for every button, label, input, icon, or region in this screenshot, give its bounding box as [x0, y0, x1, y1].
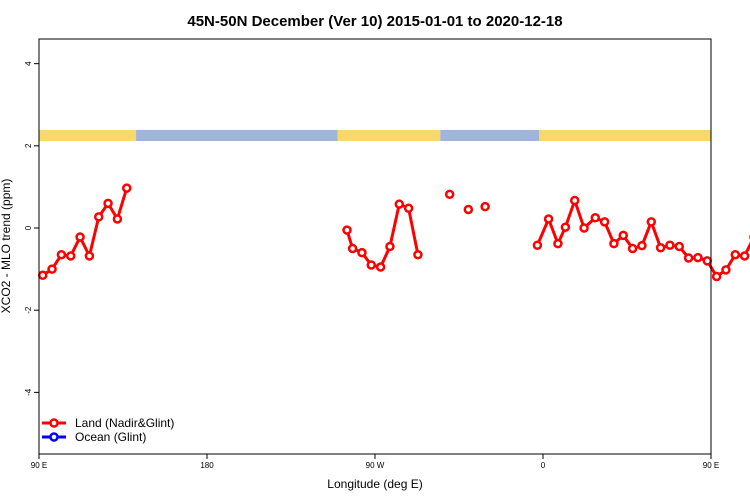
data-point [609, 238, 619, 249]
x-tick-label: 0 [541, 461, 546, 470]
y-tick-label: 2 [24, 143, 33, 148]
data-point [618, 230, 629, 241]
data-point [93, 212, 104, 222]
x-tick-label: 90 W [366, 461, 385, 470]
data-point [75, 232, 85, 242]
data-point [403, 203, 414, 214]
strip-land [539, 130, 711, 141]
data-point [366, 260, 377, 270]
legend: Land (Nadir&Glint)Ocean (Glint) [42, 416, 174, 444]
legend-swatch-marker [49, 418, 59, 428]
data-point [385, 241, 395, 252]
strip-ocean [136, 130, 338, 141]
data-point [599, 217, 610, 227]
data-point [637, 240, 647, 251]
data-point [532, 240, 543, 251]
data-point [739, 251, 750, 261]
data-point [579, 223, 589, 233]
data-point [730, 249, 741, 260]
data-point [37, 270, 48, 281]
data-point [480, 201, 490, 212]
strip-land [337, 130, 441, 141]
data-point [357, 247, 367, 258]
chart-title: 45N-50N December (Ver 10) 2015-01-01 to … [187, 13, 562, 30]
x-tick-label: 90 E [31, 461, 47, 470]
legend-swatch-marker [49, 432, 59, 442]
data-point [627, 243, 638, 254]
data-point [674, 241, 685, 252]
data-point [47, 264, 57, 274]
series-line [41, 187, 129, 277]
x-axis-label: Longitude (deg E) [327, 477, 422, 491]
data-point [413, 249, 423, 260]
data-point [560, 222, 571, 232]
data-point [693, 252, 703, 263]
y-axis-label: XCO2 - MLO trend (ppm) [0, 179, 13, 314]
x-tick-label: 180 [200, 461, 214, 470]
y-axis: -4 -2 0 2 4 [24, 61, 39, 396]
data-point [463, 204, 474, 215]
data-point [646, 217, 657, 227]
series-line [345, 202, 420, 269]
data-point [702, 256, 713, 266]
x-tick-label: 90 E [703, 461, 719, 470]
data-point [569, 195, 580, 206]
legend-label: Ocean (Glint) [75, 430, 146, 444]
data-series-group [37, 183, 750, 282]
y-tick-label: 4 [24, 61, 33, 66]
data-point [553, 238, 563, 249]
x-axis: 90 E 180 90 W 0 90 E [31, 454, 719, 470]
data-point [347, 243, 358, 254]
data-point [590, 212, 601, 223]
data-point [711, 271, 722, 282]
y-tick-label: -2 [24, 306, 33, 314]
data-point [655, 242, 666, 253]
series-line [536, 198, 750, 278]
data-point [103, 198, 113, 209]
y-tick-label: -4 [24, 388, 33, 396]
data-point [375, 262, 386, 272]
strip-land [39, 130, 137, 141]
data-point [721, 265, 731, 275]
data-point [84, 251, 95, 261]
data-point [683, 253, 694, 263]
data-point [65, 251, 76, 261]
legend-label: Land (Nadir&Glint) [75, 416, 174, 430]
data-point [56, 249, 67, 260]
y-tick-label: 0 [24, 225, 33, 230]
data-point [112, 214, 123, 224]
data-point [394, 199, 405, 209]
data-point [543, 214, 554, 224]
data-point [665, 240, 675, 251]
data-point [444, 189, 455, 200]
data-point [121, 183, 132, 193]
strip-ocean [440, 130, 540, 141]
land-ocean-strip [39, 130, 711, 141]
data-point [342, 225, 352, 235]
